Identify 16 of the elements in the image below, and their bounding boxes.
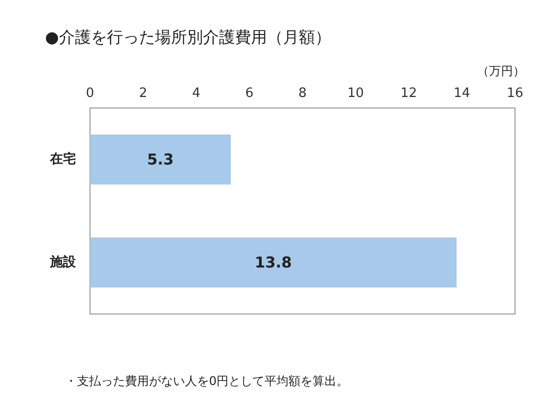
x-tick-label: 4	[192, 86, 200, 101]
x-tick-label: 14	[454, 86, 470, 101]
x-tick-label: 16	[506, 86, 524, 101]
x-tick-label: 2	[138, 86, 148, 101]
x-tick-label: 6	[245, 86, 254, 101]
data-label: 13.8	[254, 254, 292, 272]
chart-title: ●介護を行った場所別介護費用（月額）	[45, 28, 331, 46]
data-label: 5.3	[147, 150, 174, 168]
x-tick-label: 10	[347, 86, 364, 101]
x-tick-label: 8	[298, 86, 307, 101]
x-tick-label: 12	[400, 86, 418, 101]
x-axis-title: （万円）	[477, 64, 525, 78]
text: ・支払った費用がない人を0円として平均額を算出。	[65, 374, 349, 388]
y-tick-label: 施設	[49, 254, 77, 270]
x-tick-label: 0	[86, 86, 94, 101]
y-tick-label: 在宅	[49, 151, 76, 167]
